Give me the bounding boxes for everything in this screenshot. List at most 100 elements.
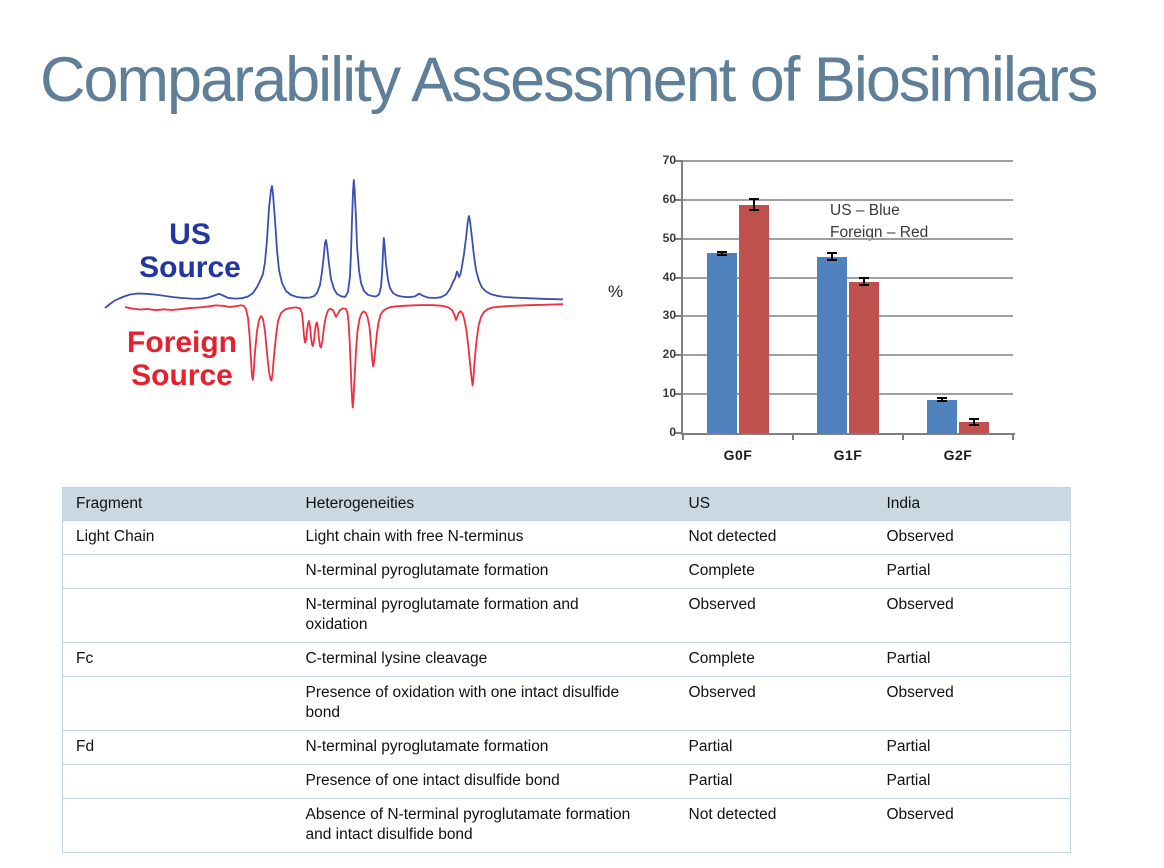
error-bar-us-g0f-cap-bottom bbox=[717, 254, 727, 257]
cell-india: Observed bbox=[873, 520, 1071, 555]
cell-us: Partial bbox=[675, 764, 874, 799]
gridline-60 bbox=[683, 198, 1013, 201]
chart-legend: US – Blue Foreign – Red bbox=[830, 200, 928, 244]
x-axis-line bbox=[681, 433, 1015, 435]
error-bar-foreign-g1f-cap-bottom bbox=[859, 284, 869, 287]
table-row: N-terminal pyroglutamate formation and o… bbox=[62, 588, 1071, 643]
y-axis-tick-30 bbox=[675, 315, 683, 318]
us-source-label: US Source bbox=[139, 218, 241, 284]
cell-fragment: Fd bbox=[62, 730, 293, 765]
cell-heterogeneity: Presence of one intact disulfide bond bbox=[292, 764, 676, 799]
error-bar-us-g0f-cap-top bbox=[717, 250, 727, 253]
bar-foreign-g2f bbox=[959, 422, 989, 433]
error-bar-us-g1f-cap-top bbox=[827, 252, 837, 255]
cell-heterogeneity: N-terminal pyroglutamate formation bbox=[292, 554, 676, 589]
cell-fragment bbox=[62, 588, 293, 643]
cell-india: Observed bbox=[873, 588, 1071, 643]
error-bar-us-g0f bbox=[721, 251, 723, 256]
gridline-10 bbox=[683, 393, 1013, 396]
bar-foreign-g0f bbox=[739, 204, 769, 433]
gridline-70 bbox=[683, 160, 1013, 162]
gridline-30 bbox=[683, 315, 1013, 318]
y-axis-tick-20 bbox=[675, 354, 683, 357]
bar-us-g0f bbox=[707, 253, 737, 433]
y-axis-tick-0 bbox=[675, 432, 683, 434]
bar-us-g2f bbox=[927, 399, 957, 433]
error-bar-foreign-g0f-cap-top bbox=[749, 197, 759, 200]
cell-india: Partial bbox=[873, 642, 1071, 677]
y-axis-tick-40 bbox=[675, 276, 683, 279]
error-bar-foreign-g2f-cap-top bbox=[969, 418, 979, 420]
error-bar-foreign-g0f-cap-bottom bbox=[749, 209, 759, 212]
cell-india: Partial bbox=[873, 764, 1071, 799]
y-tick-label-40: 40 bbox=[662, 269, 676, 284]
glycan-bar-chart: % US – Blue Foreign – Red 0 10 20 30 40 50 60 7… bbox=[600, 150, 1164, 470]
error-bar-us-g1f bbox=[831, 253, 833, 260]
x-category-label-g2f: G2F bbox=[943, 447, 973, 463]
x-axis-tick bbox=[1012, 433, 1014, 440]
x-category-label-g1f: G1F bbox=[833, 447, 863, 463]
cell-heterogeneity: Absence of N-terminal pyroglutamate form… bbox=[292, 798, 676, 853]
chromatogram-traces bbox=[104, 179, 564, 409]
error-bar-foreign-g2f bbox=[973, 419, 975, 426]
cell-fragment: Light Chain bbox=[62, 520, 293, 555]
cell-us: Complete bbox=[675, 642, 874, 677]
y-axis-tick-70 bbox=[675, 160, 683, 162]
y-tick-label-10: 10 bbox=[662, 386, 676, 401]
cell-us: Not detected bbox=[675, 520, 874, 555]
y-axis-line bbox=[681, 161, 683, 435]
x-category-label-g0f: G0F bbox=[723, 447, 753, 463]
header-us: US bbox=[688, 495, 711, 512]
cell-heterogeneity: N-terminal pyroglutamate formation bbox=[292, 730, 676, 765]
cell-fragment: Fc bbox=[62, 642, 293, 677]
gridline-20 bbox=[683, 354, 1013, 357]
table-header-row: Fragment Heterogeneities US India bbox=[62, 487, 1071, 521]
cell-heterogeneity: C-terminal lysine cleavage bbox=[292, 642, 676, 677]
foreign-source-trace bbox=[124, 303, 564, 409]
error-bar-us-g2f bbox=[941, 398, 943, 402]
cell-india: Partial bbox=[873, 554, 1071, 589]
cell-heterogeneity: Presence of oxidation with one intact di… bbox=[292, 676, 676, 731]
y-tick-label-60: 60 bbox=[662, 191, 676, 206]
error-bar-foreign-g0f bbox=[753, 198, 755, 211]
table-row: N-terminal pyroglutamate formation Comple… bbox=[62, 554, 1071, 589]
cell-india: Observed bbox=[873, 676, 1071, 731]
gridline-40 bbox=[683, 276, 1013, 279]
bar-foreign-g1f bbox=[849, 281, 879, 433]
y-axis-tick-10 bbox=[675, 393, 683, 396]
y-tick-label-50: 50 bbox=[662, 230, 676, 245]
error-bar-us-g2f-cap-top bbox=[937, 397, 947, 400]
y-tick-label-30: 30 bbox=[662, 308, 676, 323]
error-bar-us-g1f-cap-bottom bbox=[827, 258, 837, 261]
us-source-trace bbox=[104, 179, 564, 309]
table-row: Presence of one intact disulfide bond Par… bbox=[62, 764, 1071, 799]
cell-fragment bbox=[62, 764, 293, 799]
gridline-50 bbox=[683, 237, 1013, 240]
cell-india: Partial bbox=[873, 730, 1071, 765]
cell-fragment bbox=[62, 798, 293, 853]
cell-us: Complete bbox=[675, 554, 874, 589]
legend-line-foreign: Foreign – Red bbox=[830, 224, 929, 241]
header-fragment: Fragment bbox=[76, 495, 143, 512]
y-axis-tick-60 bbox=[675, 198, 683, 201]
foreign-source-label: Foreign Source bbox=[127, 326, 237, 392]
error-bar-foreign-g2f-cap-bottom bbox=[969, 424, 979, 427]
page-title: Comparability Assessment of Biosimilars bbox=[40, 45, 1098, 115]
legend-line-us: US – Blue bbox=[830, 202, 900, 219]
header-india: India bbox=[886, 495, 921, 512]
cell-us: Observed bbox=[675, 588, 874, 643]
table-row: Presence of oxidation with one intact di… bbox=[62, 676, 1071, 731]
chromatogram-figure: US Source Foreign Source bbox=[100, 150, 570, 440]
x-axis-tick bbox=[902, 433, 904, 440]
header-heterogeneities: Heterogeneities bbox=[305, 495, 415, 512]
y-tick-label-0: 0 bbox=[669, 425, 676, 439]
cell-heterogeneity: N-terminal pyroglutamate formation and o… bbox=[292, 588, 676, 643]
x-axis-tick bbox=[682, 433, 684, 440]
table-row: Fd N-terminal pyroglutamate formation Part… bbox=[62, 730, 1071, 765]
cell-fragment bbox=[62, 554, 293, 589]
y-tick-label-70: 70 bbox=[662, 153, 676, 167]
error-bar-foreign-g1f bbox=[863, 278, 865, 286]
comparability-table: Fragment Heterogeneities US India Light … bbox=[62, 487, 1071, 853]
cell-us: Partial bbox=[675, 730, 874, 765]
